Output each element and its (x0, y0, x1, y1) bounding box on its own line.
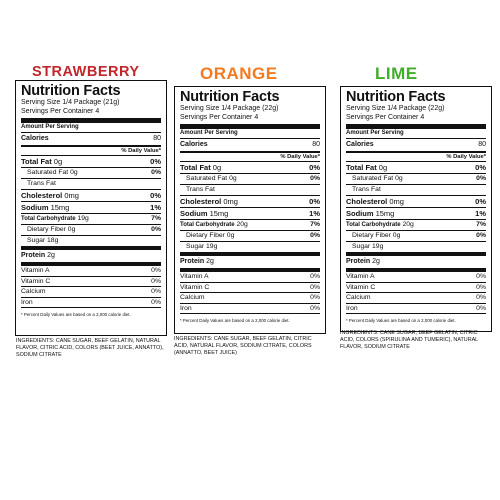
ingredients-text: INGREDIENTS: CANE SUGAR, BEEF GELATIN, C… (174, 336, 312, 356)
calcium-row: Calcium 0% (180, 292, 320, 302)
daily-value-footnote: * Percent Daily Values are based on a 2,… (346, 313, 486, 324)
carbohydrate-row: Total Carbohydrate 19g 7% (21, 213, 161, 222)
calcium-row: Calcium 0% (21, 286, 161, 296)
protein-row: Protein 2g (21, 246, 161, 262)
sugar-row: Sugar 19g (180, 241, 320, 252)
vitamin-a-row: Vitamin A 0% (180, 268, 320, 282)
vitamin-c-row: Vitamin C 0% (180, 281, 320, 291)
daily-value-footnote: * Percent Daily Values are based on a 2,… (21, 307, 161, 318)
iron-row: Iron 0% (21, 296, 161, 306)
nutrition-facts-title: Nutrition Facts (21, 83, 121, 99)
total-fat-row: Total Fat 0g 0% (21, 155, 161, 166)
daily-value-header: % Daily Value* (346, 151, 486, 161)
ingredients-text: INGREDIENTS: CANE SUGAR, BEEF GELATIN, N… (16, 338, 164, 358)
trans-fat-row: Trans Fat (21, 178, 161, 189)
calcium-row: Calcium 0% (346, 292, 486, 302)
nutrition-facts-panel-orange: Nutrition Facts Serving Size 1/4 Package… (174, 86, 326, 334)
daily-value-footnote: * Percent Daily Values are based on a 2,… (180, 313, 320, 324)
flavor-name-lime: LIME (375, 64, 418, 83)
vitamin-a-row: Vitamin A 0% (21, 262, 161, 276)
dietary-fiber-row: Dietary Fiber 0g 0% (346, 230, 486, 241)
calories-row: Calories 80 (21, 132, 161, 145)
total-fat-row: Total Fat 0g 0% (346, 161, 486, 172)
dietary-fiber-row: Dietary Fiber 0g 0% (21, 224, 161, 235)
daily-value-header: % Daily Value* (180, 151, 320, 161)
sugar-row: Sugar 18g (21, 235, 161, 246)
iron-row: Iron 0% (180, 302, 320, 312)
servings-per-container: Servings Per Container 4 (180, 113, 259, 121)
trans-fat-row: Trans Fat (180, 184, 320, 195)
vitamin-c-row: Vitamin C 0% (346, 281, 486, 291)
flavor-name-strawberry: STRAWBERRY (32, 64, 140, 80)
protein-row: Protein 2g (180, 252, 320, 268)
carbohydrate-row: Total Carbohydrate 20g 7% (180, 219, 320, 228)
nutrition-facts-title: Nutrition Facts (180, 89, 280, 105)
amount-per-serving: Amount Per Serving (346, 130, 404, 136)
saturated-fat-row: Saturated Fat 0g 0% (346, 173, 486, 184)
calories-row: Calories 80 (180, 138, 320, 151)
nutrition-facts-panel-lime: Nutrition Facts Serving Size 1/4 Package… (340, 86, 492, 332)
saturated-fat-row: Saturated Fat 0g 0% (180, 173, 320, 184)
sodium-row: Sodium 15mg 1% (346, 207, 486, 218)
cholesterol-row: Cholesterol 0mg 0% (180, 195, 320, 206)
ingredients-text: INGREDIENTS: CANE SUGAR, BEEF GELATIN, C… (340, 330, 478, 350)
serving-size: Serving Size 1/4 Package (22g) (346, 105, 445, 112)
calories-row: Calories 80 (346, 138, 486, 151)
cholesterol-row: Cholesterol 0mg 0% (346, 195, 486, 206)
flavor-name-orange: ORANGE (200, 64, 278, 83)
amount-per-serving: Amount Per Serving (21, 124, 79, 130)
total-fat-row: Total Fat 0g 0% (180, 161, 320, 172)
amount-per-serving: Amount Per Serving (180, 130, 238, 136)
saturated-fat-row: Saturated Fat 0g 0% (21, 167, 161, 178)
serving-size: Serving Size 1/4 Package (21g) (21, 99, 120, 106)
protein-row: Protein 2g (346, 252, 486, 268)
nutrition-facts-title: Nutrition Facts (346, 89, 446, 105)
dietary-fiber-row: Dietary Fiber 0g 0% (180, 230, 320, 241)
daily-value-header: % Daily Value* (21, 145, 161, 155)
trans-fat-row: Trans Fat (346, 184, 486, 195)
serving-size: Serving Size 1/4 Package (22g) (180, 105, 279, 112)
vitamin-a-row: Vitamin A 0% (346, 268, 486, 282)
carbohydrate-row: Total Carbohydrate 20g 7% (346, 219, 486, 228)
iron-row: Iron 0% (346, 302, 486, 312)
sodium-row: Sodium 15mg 1% (21, 201, 161, 212)
vitamin-c-row: Vitamin C 0% (21, 275, 161, 285)
sugar-row: Sugar 19g (346, 241, 486, 252)
servings-per-container: Servings Per Container 4 (346, 113, 425, 121)
servings-per-container: Servings Per Container 4 (21, 107, 100, 115)
cholesterol-row: Cholesterol 0mg 0% (21, 189, 161, 200)
nutrition-facts-panel-strawberry: Nutrition Facts Serving Size 1/4 Package… (15, 80, 167, 336)
sodium-row: Sodium 15mg 1% (180, 207, 320, 218)
